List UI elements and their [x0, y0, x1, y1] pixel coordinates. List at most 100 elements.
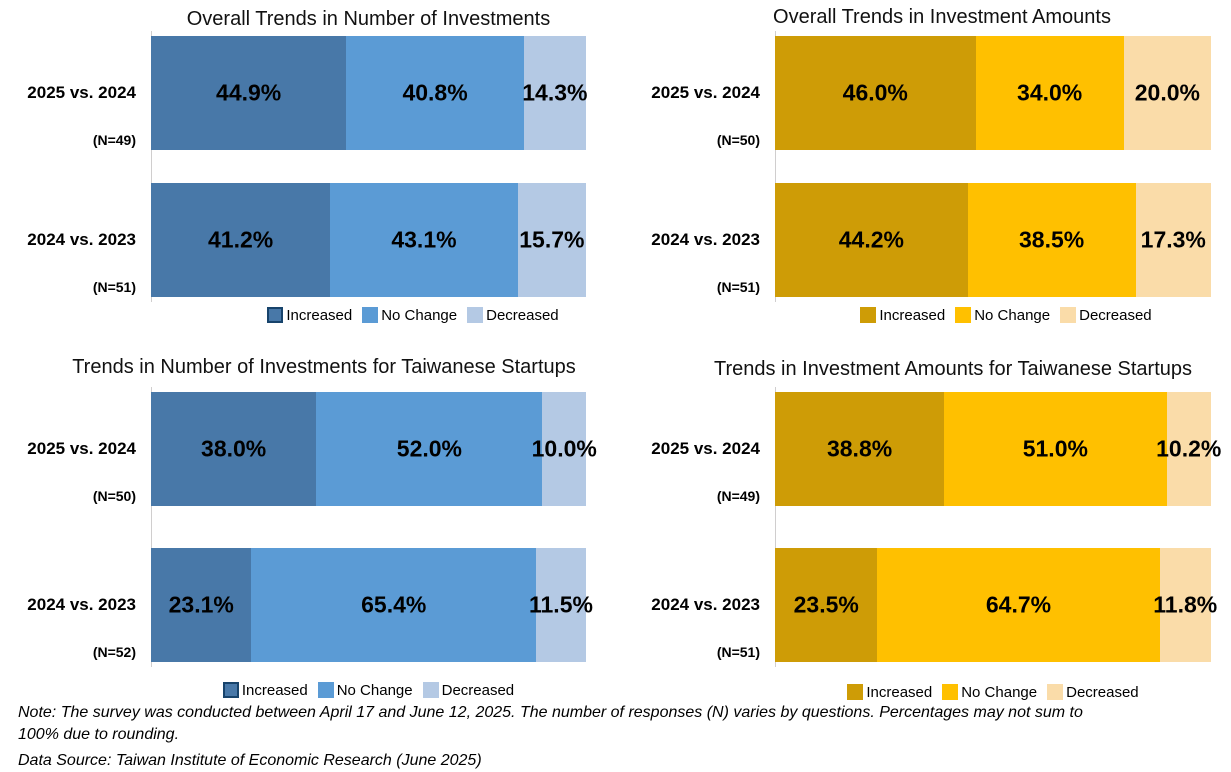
legend-label: No Change	[336, 681, 413, 699]
bar-segment-decreased: 11.8%	[1153, 548, 1217, 662]
bar-row: 2024 vs. 2023 (N=52) 23.1% 65.4% 11.5%	[8, 548, 593, 662]
legend-swatch-no-change	[955, 307, 972, 323]
row-label-group: 2024 vs. 2023 (N=51)	[623, 548, 775, 662]
category-label: 2024 vs. 2023	[27, 230, 136, 249]
legend-item-increased: Increased	[847, 684, 932, 701]
legend-swatch-decreased	[422, 682, 439, 698]
stacked-bar: 46.0% 34.0% 20.0%	[775, 36, 1211, 150]
data-source: Data Source: Taiwan Institute of Economi…	[18, 752, 482, 769]
legend-swatch-no-change	[362, 307, 379, 323]
value-label: 10.2%	[1156, 435, 1222, 462]
legend-item-decreased: Decreased	[1047, 684, 1139, 701]
value-label: 43.1%	[391, 226, 457, 253]
legend-label: Increased	[879, 306, 946, 324]
legend-label: Increased	[286, 306, 353, 324]
value-label: 38.8%	[826, 435, 893, 462]
bar-rows: 2025 vs. 2024 (N=50) 38.0% 52.0% 10.0% 2024 v…	[8, 387, 597, 667]
legend-label: Decreased	[1066, 683, 1139, 701]
stacked-bar: 41.2% 43.1% 15.7%	[151, 183, 586, 297]
legend-label: No Change	[961, 683, 1038, 701]
legend-swatch-increased	[847, 684, 864, 700]
bar-row: 2025 vs. 2024 (N=50) 46.0% 34.0% 20.0%	[623, 36, 1211, 150]
chart-title: Trends in Number of Investments for Taiw…	[72, 356, 576, 378]
value-label: 20.0%	[1134, 79, 1200, 106]
stacked-bar: 38.8% 51.0% 10.2%	[775, 392, 1221, 506]
category-label: 2024 vs. 2023	[27, 595, 136, 614]
value-label: 23.5%	[793, 591, 859, 618]
legend-swatch-decreased	[1060, 307, 1077, 323]
row-label-group: 2024 vs. 2023 (N=51)	[8, 183, 151, 297]
legend-item-decreased: Decreased	[1060, 307, 1152, 324]
value-label: 51.0%	[1022, 435, 1088, 462]
chart-title: Overall Trends in Investment Amounts	[773, 6, 1111, 28]
bar-segment-no-change: 38.5%	[967, 183, 1136, 297]
value-label: 34.0%	[1017, 79, 1083, 106]
bar-segment-increased: 41.2%	[151, 183, 331, 297]
legend-swatch-increased	[267, 307, 284, 323]
n-count-label: (N=50)	[716, 132, 760, 148]
legend: Increased No Change Decreased	[240, 305, 586, 325]
bar-row: 2024 vs. 2023 (N=51) 44.2% 38.5% 17.3%	[623, 183, 1211, 297]
legend-label: Decreased	[1079, 306, 1152, 324]
value-label: 38.5%	[1019, 226, 1085, 253]
legend-swatch-no-change	[942, 684, 959, 700]
n-count-label: (N=50)	[92, 488, 136, 504]
n-count-label: (N=51)	[716, 279, 760, 295]
category-label: 2024 vs. 2023	[651, 230, 760, 249]
value-label: 11.5%	[528, 591, 593, 618]
bar-segment-decreased: 11.5%	[529, 548, 593, 662]
value-label: 41.2%	[208, 226, 274, 253]
legend-item-decreased: Decreased	[422, 681, 515, 699]
chart-title: Overall Trends in Number of Investments	[186, 8, 551, 30]
bar-segment-increased: 44.2%	[775, 183, 968, 297]
footnote: Note: The survey was conducted between A…	[18, 702, 1223, 772]
category-label: 2025 vs. 2024	[27, 439, 136, 458]
chart-number-of-investments-taiwanese-startups: Trends in Number of Investments for Taiw…	[8, 352, 597, 704]
legend-item-no-change: No Change	[317, 681, 413, 699]
legend-label: Decreased	[486, 306, 559, 324]
chart-investment-amounts-taiwanese-startups: Trends in Investment Amounts for Taiwane…	[623, 352, 1221, 704]
bar-row: 2025 vs. 2024 (N=50) 38.0% 52.0% 10.0%	[8, 392, 597, 506]
bar-segment-no-change: 65.4%	[251, 548, 536, 662]
stacked-bar: 23.1% 65.4% 11.5%	[151, 548, 593, 662]
legend-swatch-decreased	[467, 307, 484, 323]
bar-segment-increased: 46.0%	[775, 36, 976, 150]
row-label-group: 2024 vs. 2023 (N=51)	[623, 183, 775, 297]
bar-segment-decreased: 15.7%	[517, 183, 586, 297]
legend-item-no-change: No Change	[955, 307, 1050, 324]
stacked-bar: 44.9% 40.8% 14.3%	[151, 36, 588, 150]
bar-segment-no-change: 43.1%	[330, 183, 518, 297]
bar-segment-no-change: 52.0%	[316, 392, 543, 506]
n-count-label: (N=51)	[92, 279, 136, 295]
bar-row: 2025 vs. 2024 (N=49) 38.8% 51.0% 10.2%	[623, 392, 1221, 506]
note-line-1: Note: The survey was conducted between A…	[18, 704, 1083, 721]
legend-item-increased: Increased	[222, 681, 308, 699]
value-label: 64.7%	[985, 591, 1052, 618]
value-label: 15.7%	[519, 226, 585, 253]
bar-segment-no-change: 64.7%	[877, 548, 1160, 662]
legend-label: Decreased	[441, 681, 515, 699]
legend-swatch-increased	[860, 307, 877, 323]
legend-swatch-decreased	[1047, 684, 1064, 700]
value-label: 23.1%	[168, 591, 234, 618]
value-label: 14.3%	[522, 79, 588, 106]
bar-segment-no-change: 34.0%	[975, 36, 1124, 150]
value-label: 10.0%	[531, 435, 597, 462]
legend: Increased No Change Decreased	[775, 682, 1211, 702]
bar-rows: 2025 vs. 2024 (N=49) 38.8% 51.0% 10.2% 2024 v…	[623, 387, 1221, 667]
value-label: 11.8%	[1153, 591, 1218, 618]
legend: Increased No Change Decreased	[151, 680, 586, 700]
legend-label: No Change	[381, 306, 458, 324]
row-label-group: 2025 vs. 2024 (N=49)	[8, 36, 151, 150]
bar-rows: 2025 vs. 2024 (N=49) 44.9% 40.8% 14.3% 2024 v…	[8, 31, 588, 302]
bar-segment-decreased: 10.0%	[532, 392, 597, 506]
category-label: 2025 vs. 2024	[27, 83, 136, 102]
bar-row: 2024 vs. 2023 (N=51) 23.5% 64.7% 11.8%	[623, 548, 1217, 662]
bar-segment-increased: 38.0%	[151, 392, 317, 506]
value-label: 44.2%	[838, 226, 904, 253]
chart-title: Trends in Investment Amounts for Taiwane…	[713, 358, 1193, 380]
row-label-group: 2025 vs. 2024 (N=50)	[8, 392, 151, 506]
category-label: 2024 vs. 2023	[651, 595, 760, 614]
bar-segment-increased: 38.8%	[775, 392, 945, 506]
legend-label: Increased	[241, 681, 308, 699]
